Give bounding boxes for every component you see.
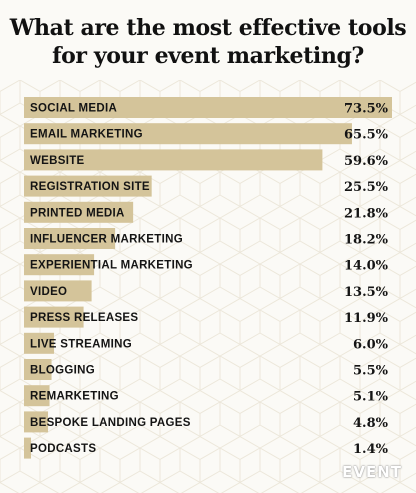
bar [24, 228, 116, 249]
bar-row: VIDEO 13.5% [24, 280, 389, 302]
category-label: WEBSITE [30, 155, 85, 167]
bar [24, 411, 49, 433]
bar-row: BESPOKE LANDING PAGES 4.8% [24, 411, 389, 433]
bar [24, 437, 32, 459]
value-label: 5.5% [353, 364, 389, 379]
value-label: 25.5% [344, 180, 389, 195]
bar-row: SOCIAL MEDIA 73.5% [24, 97, 392, 118]
bar-row: REMARKETING 5.1% [24, 385, 389, 407]
category-label: REMARKETING [30, 391, 119, 403]
category-label: INFLUENCER MARKETING [30, 234, 183, 246]
value-label: 14.0% [344, 259, 389, 274]
value-label: 1.4% [353, 442, 389, 457]
bar [24, 149, 323, 171]
bar [24, 175, 152, 197]
bar-row: PRINTED MEDIA 21.8% [24, 201, 389, 223]
category-label: PODCASTS [30, 443, 96, 455]
bar [24, 97, 392, 118]
value-label: 5.1% [353, 390, 389, 405]
value-label: 65.5% [344, 128, 389, 143]
value-label: 59.6% [344, 154, 389, 169]
bar-row: WEBSITE 59.6% [24, 149, 389, 171]
value-label: 4.8% [353, 416, 389, 431]
bar [24, 385, 50, 407]
bar [24, 201, 134, 223]
value-label: 11.9% [344, 311, 389, 326]
bar [24, 306, 84, 328]
category-label: REGISTRATION SITE [30, 181, 150, 193]
category-label: EMAIL MARKETING [30, 129, 143, 141]
bar [24, 254, 95, 276]
bar-row: BLOGGING 5.5% [24, 359, 389, 380]
bar-row: REGISTRATION SITE 25.5% [24, 175, 389, 197]
bar-row: PODCASTS 1.4% [24, 437, 389, 459]
bar [24, 280, 92, 302]
category-label: PRINTED MEDIA [30, 207, 125, 219]
bar-row: EMAIL MARKETING 65.5% [24, 123, 389, 145]
value-label: 18.2% [344, 233, 389, 248]
bar-row: PRESS RELEASES 11.9% [24, 306, 389, 328]
chart-title-line-2: for your event marketing? [52, 43, 364, 69]
bar-row: LIVE STREAMING 6.0% [24, 332, 389, 354]
category-label: EXPERIENTIAL MARKETING [30, 260, 193, 272]
chart-title: What are the most effective tools for yo… [0, 14, 416, 70]
value-label: 13.5% [344, 285, 389, 300]
category-label: VIDEO [30, 286, 67, 298]
chart-title-line-1: What are the most effective tools [9, 15, 407, 41]
bar-row: INFLUENCER MARKETING 18.2% [24, 228, 389, 249]
value-label: 6.0% [353, 337, 389, 352]
category-label: BESPOKE LANDING PAGES [30, 417, 191, 429]
bar-row: EXPERIENTIAL MARKETING 14.0% [24, 254, 389, 276]
value-label: 73.5% [344, 102, 389, 117]
bar [24, 123, 352, 145]
value-label: 21.8% [344, 206, 389, 221]
event-logo: EVENT [342, 463, 402, 481]
bar [24, 332, 55, 354]
category-label: LIVE STREAMING [30, 338, 132, 350]
category-label: BLOGGING [30, 365, 95, 377]
category-label: PRESS RELEASES [30, 312, 138, 324]
bar [24, 359, 52, 380]
category-label: SOCIAL MEDIA [30, 103, 117, 115]
